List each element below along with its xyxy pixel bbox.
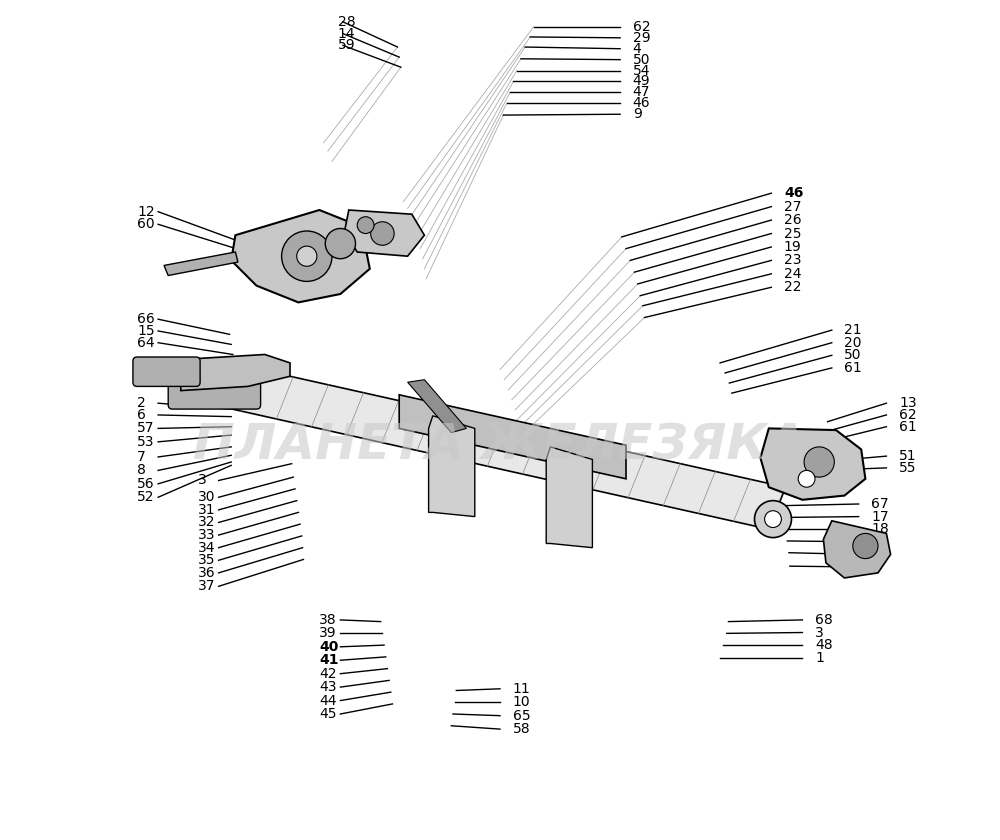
Text: 57: 57 — [137, 422, 155, 435]
Circle shape — [204, 372, 224, 392]
Polygon shape — [823, 521, 891, 578]
Text: ПЛАНЕТА ЖЕЛЕЗЯКА: ПЛАНЕТА ЖЕЛЕЗЯКА — [193, 421, 806, 470]
Text: 9: 9 — [633, 108, 642, 121]
Circle shape — [297, 246, 317, 266]
Polygon shape — [206, 361, 786, 529]
Text: 30: 30 — [198, 491, 215, 504]
Text: 43: 43 — [319, 680, 337, 694]
Polygon shape — [231, 210, 370, 302]
Text: 31: 31 — [198, 503, 215, 517]
Text: 20: 20 — [844, 336, 862, 349]
Text: 49: 49 — [633, 75, 650, 88]
FancyBboxPatch shape — [168, 377, 261, 409]
Text: 63: 63 — [871, 548, 889, 561]
Text: 16: 16 — [871, 535, 889, 549]
Text: 67: 67 — [871, 497, 889, 511]
Circle shape — [853, 533, 878, 559]
Text: 52: 52 — [137, 491, 155, 504]
Text: 62: 62 — [633, 20, 650, 34]
Text: 14: 14 — [338, 27, 356, 40]
Polygon shape — [546, 447, 592, 548]
Text: 33: 33 — [198, 528, 215, 542]
Text: 54: 54 — [633, 64, 650, 77]
Text: 62: 62 — [899, 408, 917, 422]
Circle shape — [282, 231, 332, 281]
Text: 53: 53 — [137, 435, 155, 449]
Text: 66: 66 — [137, 312, 155, 326]
Text: 35: 35 — [198, 554, 215, 567]
Circle shape — [371, 222, 394, 245]
Text: 47: 47 — [633, 86, 650, 99]
Text: 3: 3 — [198, 474, 206, 487]
Text: 45: 45 — [319, 707, 337, 721]
Text: 2: 2 — [137, 396, 146, 410]
Circle shape — [798, 470, 815, 487]
Text: 61: 61 — [844, 361, 862, 375]
Polygon shape — [345, 210, 424, 256]
Text: 48: 48 — [815, 638, 833, 652]
Text: 21: 21 — [844, 323, 862, 337]
Text: 24: 24 — [784, 267, 801, 281]
Text: 15: 15 — [137, 324, 155, 338]
Circle shape — [765, 511, 781, 528]
Text: 60: 60 — [137, 218, 155, 231]
Text: 46: 46 — [633, 97, 650, 110]
Text: 29: 29 — [633, 31, 650, 45]
Text: 32: 32 — [198, 516, 215, 529]
Text: 42: 42 — [319, 667, 337, 680]
Text: 44: 44 — [319, 694, 337, 707]
Text: 13: 13 — [899, 396, 917, 410]
Text: 37: 37 — [198, 580, 215, 593]
Text: 10: 10 — [513, 696, 530, 709]
Text: 22: 22 — [784, 281, 801, 294]
Text: 11: 11 — [513, 682, 530, 696]
Text: 55: 55 — [899, 461, 916, 475]
Text: 50: 50 — [844, 349, 862, 362]
Polygon shape — [181, 354, 290, 391]
Text: 19: 19 — [784, 240, 802, 254]
Text: 1: 1 — [815, 651, 824, 664]
Text: 4: 4 — [633, 42, 641, 55]
Text: 8: 8 — [137, 464, 146, 477]
Text: 27: 27 — [784, 200, 801, 213]
Polygon shape — [408, 380, 466, 433]
Text: 50: 50 — [633, 53, 650, 66]
Text: 39: 39 — [319, 627, 337, 640]
Text: 41: 41 — [319, 654, 339, 667]
FancyBboxPatch shape — [133, 357, 200, 386]
Circle shape — [325, 228, 356, 259]
Text: 56: 56 — [137, 477, 155, 491]
Circle shape — [357, 217, 374, 234]
Text: 40: 40 — [319, 640, 339, 654]
Text: 68: 68 — [815, 613, 833, 627]
Text: 58: 58 — [513, 722, 530, 736]
Text: 25: 25 — [784, 227, 801, 240]
Text: 18: 18 — [871, 522, 889, 536]
Text: 34: 34 — [198, 541, 215, 554]
Text: 7: 7 — [137, 450, 146, 464]
Text: 38: 38 — [319, 613, 337, 627]
Text: 51: 51 — [899, 449, 917, 463]
Text: 59: 59 — [338, 39, 356, 52]
Text: 17: 17 — [871, 510, 889, 523]
Text: 64: 64 — [137, 336, 155, 349]
Text: 61: 61 — [899, 420, 917, 433]
Text: 46: 46 — [784, 186, 803, 200]
Polygon shape — [164, 252, 238, 276]
Text: 65: 65 — [513, 709, 530, 722]
Polygon shape — [399, 395, 626, 479]
Text: 28: 28 — [338, 15, 356, 29]
Text: 26: 26 — [784, 213, 802, 227]
Circle shape — [804, 447, 834, 477]
Polygon shape — [760, 428, 865, 500]
Text: 12: 12 — [137, 205, 155, 218]
Text: 23: 23 — [784, 254, 801, 267]
Polygon shape — [429, 416, 475, 517]
Text: 36: 36 — [198, 566, 215, 580]
Text: 3: 3 — [815, 626, 824, 639]
Circle shape — [191, 359, 238, 406]
Text: 6: 6 — [137, 408, 146, 422]
Circle shape — [755, 501, 791, 538]
Text: 5: 5 — [871, 560, 880, 574]
